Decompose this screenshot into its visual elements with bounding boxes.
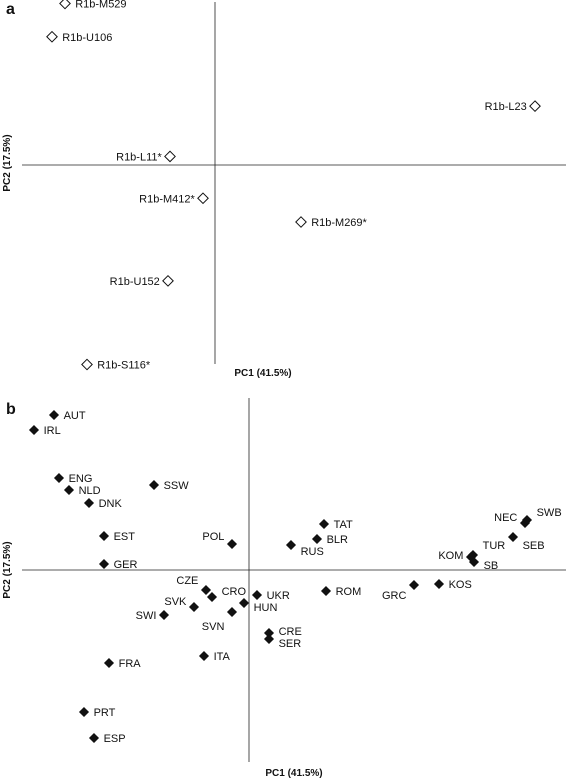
point-label-SWI: SWI	[136, 610, 157, 622]
point-label-R1b-M412*: R1b-M412*	[139, 193, 195, 205]
point-marker-R1b-M529	[59, 0, 71, 10]
point-marker-FRA	[103, 657, 115, 669]
point-marker-UKR	[251, 589, 263, 601]
point-marker-R1b-L23	[529, 100, 541, 113]
point-marker-SER	[263, 633, 275, 645]
point-label-CRO: CRO	[222, 586, 247, 598]
point-marker-HUN	[238, 597, 250, 609]
point-label-SEB: SEB	[523, 540, 545, 552]
point-marker-R1b-M269*	[295, 216, 307, 228]
point-label-PRT: PRT	[94, 707, 116, 719]
point-label-POL: POL	[202, 531, 224, 543]
point-marker-R1b-U152	[162, 274, 174, 287]
point-label-BLR: BLR	[327, 534, 348, 546]
point-label-R1b-M269*: R1b-M269*	[311, 217, 367, 229]
point-label-TUR: TUR	[483, 540, 506, 552]
point-marker-IRL	[28, 424, 40, 436]
point-marker-BLR	[311, 533, 323, 545]
point-label-ITA: ITA	[214, 651, 231, 663]
point-label-NLD: NLD	[79, 485, 101, 497]
point-marker-EST	[98, 530, 110, 542]
point-label-EST: EST	[114, 531, 136, 543]
point-marker-ENG	[53, 472, 65, 484]
point-marker-ROM	[320, 585, 332, 597]
point-marker-R1b-M412*	[197, 192, 209, 205]
point-label-CRE: CRE	[279, 626, 302, 638]
point-label-ROM: ROM	[336, 586, 362, 598]
point-marker-DNK	[83, 497, 95, 509]
point-marker-KOS	[433, 578, 445, 590]
point-label-SB: SB	[484, 560, 499, 572]
point-marker-POL	[226, 538, 238, 550]
point-marker-SSW	[148, 479, 160, 491]
point-marker-R1b-U106	[46, 30, 58, 43]
panel-a-letter: a	[6, 1, 15, 18]
point-label-R1b-M529: R1b-M529	[75, 0, 126, 11]
point-marker-R1b-L11*	[164, 150, 176, 163]
point-marker-SWI	[158, 609, 170, 621]
panel-a-points: R1b-M529 R1b-U106 R1b-L23 R1b-L11* R1b-M412*…	[46, 0, 541, 372]
point-marker-SB	[468, 556, 480, 568]
panel-b-x-label: PC1 (41.5%)	[265, 768, 322, 779]
point-marker-ITA	[198, 650, 210, 662]
point-label-GRC: GRC	[382, 590, 407, 602]
point-label-HUN: HUN	[254, 602, 278, 614]
panel-a-y-label: PC2 (17.5%)	[2, 134, 13, 191]
point-marker-CRO	[206, 591, 218, 603]
point-label-TAT: TAT	[334, 519, 353, 531]
point-marker-R1b-S116*	[81, 358, 93, 371]
point-marker-SVK	[188, 601, 200, 613]
point-label-AUT: AUT	[64, 410, 86, 422]
point-marker-SVN	[226, 606, 238, 618]
point-label-SVK: SVK	[164, 596, 187, 608]
point-label-ESP: ESP	[104, 733, 126, 745]
point-marker-AUT	[48, 409, 60, 421]
panel-b-y-label: PC2 (17.5%)	[2, 541, 13, 598]
point-marker-SEB	[507, 531, 519, 543]
point-marker-TAT	[318, 518, 330, 530]
panel-a: a PC1 (41.5%) PC2 (17.5%) R1b-M529 R1b-U1…	[2, 0, 566, 379]
point-marker-CZE	[200, 584, 212, 596]
point-label-SSW: SSW	[164, 480, 190, 492]
point-label-R1b-U152: R1b-U152	[110, 276, 160, 288]
point-label-R1b-S116*: R1b-S116*	[97, 360, 151, 372]
point-label-KOS: KOS	[449, 579, 472, 591]
point-label-GER: GER	[114, 559, 138, 571]
point-label-UKR: UKR	[267, 590, 290, 602]
point-label-IRL: IRL	[44, 425, 61, 437]
point-label-DNK: DNK	[99, 498, 123, 510]
point-marker-GRC	[408, 579, 420, 591]
point-label-SER: SER	[279, 638, 302, 650]
point-label-R1b-L11*: R1b-L11*	[116, 151, 162, 163]
point-label-CZE: CZE	[176, 575, 198, 587]
panel-a-x-label: PC1 (41.5%)	[234, 368, 291, 379]
panel-b-letter: b	[6, 401, 16, 418]
point-label-SWB: SWB	[537, 507, 562, 519]
point-marker-SWB	[521, 514, 533, 526]
point-label-FRA: FRA	[119, 658, 142, 670]
point-label-NEC: NEC	[494, 512, 517, 524]
point-label-SVN: SVN	[202, 621, 225, 633]
point-label-KOM: KOM	[438, 550, 463, 562]
point-marker-ESP	[88, 732, 100, 744]
point-marker-NLD	[63, 484, 75, 496]
point-label-ENG: ENG	[69, 473, 93, 485]
point-marker-GER	[98, 558, 110, 570]
point-label-RUS: RUS	[301, 546, 324, 558]
point-label-R1b-U106: R1b-U106	[62, 32, 112, 44]
point-label-R1b-L23: R1b-L23	[485, 101, 527, 113]
point-marker-RUS	[285, 539, 297, 551]
point-marker-PRT	[78, 706, 90, 718]
